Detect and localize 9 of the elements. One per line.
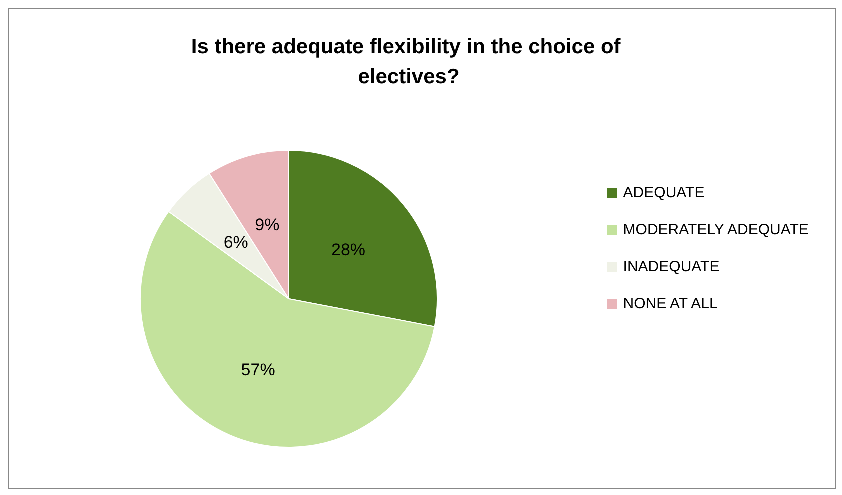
data-label: 57% (241, 360, 276, 380)
legend-label: INADEQUATE (623, 258, 720, 276)
data-label: 9% (255, 215, 280, 234)
legend-label: ADEQUATE (623, 184, 705, 202)
legend-label: NONE AT ALL (623, 296, 718, 312)
data-label: 6% (224, 233, 248, 252)
chart-title: Is there adequate flexibility in the choice of electives? (191, 36, 627, 88)
legend-label: MODERATELY ADEQUATE (623, 222, 809, 238)
data-label: 28% (332, 240, 366, 260)
